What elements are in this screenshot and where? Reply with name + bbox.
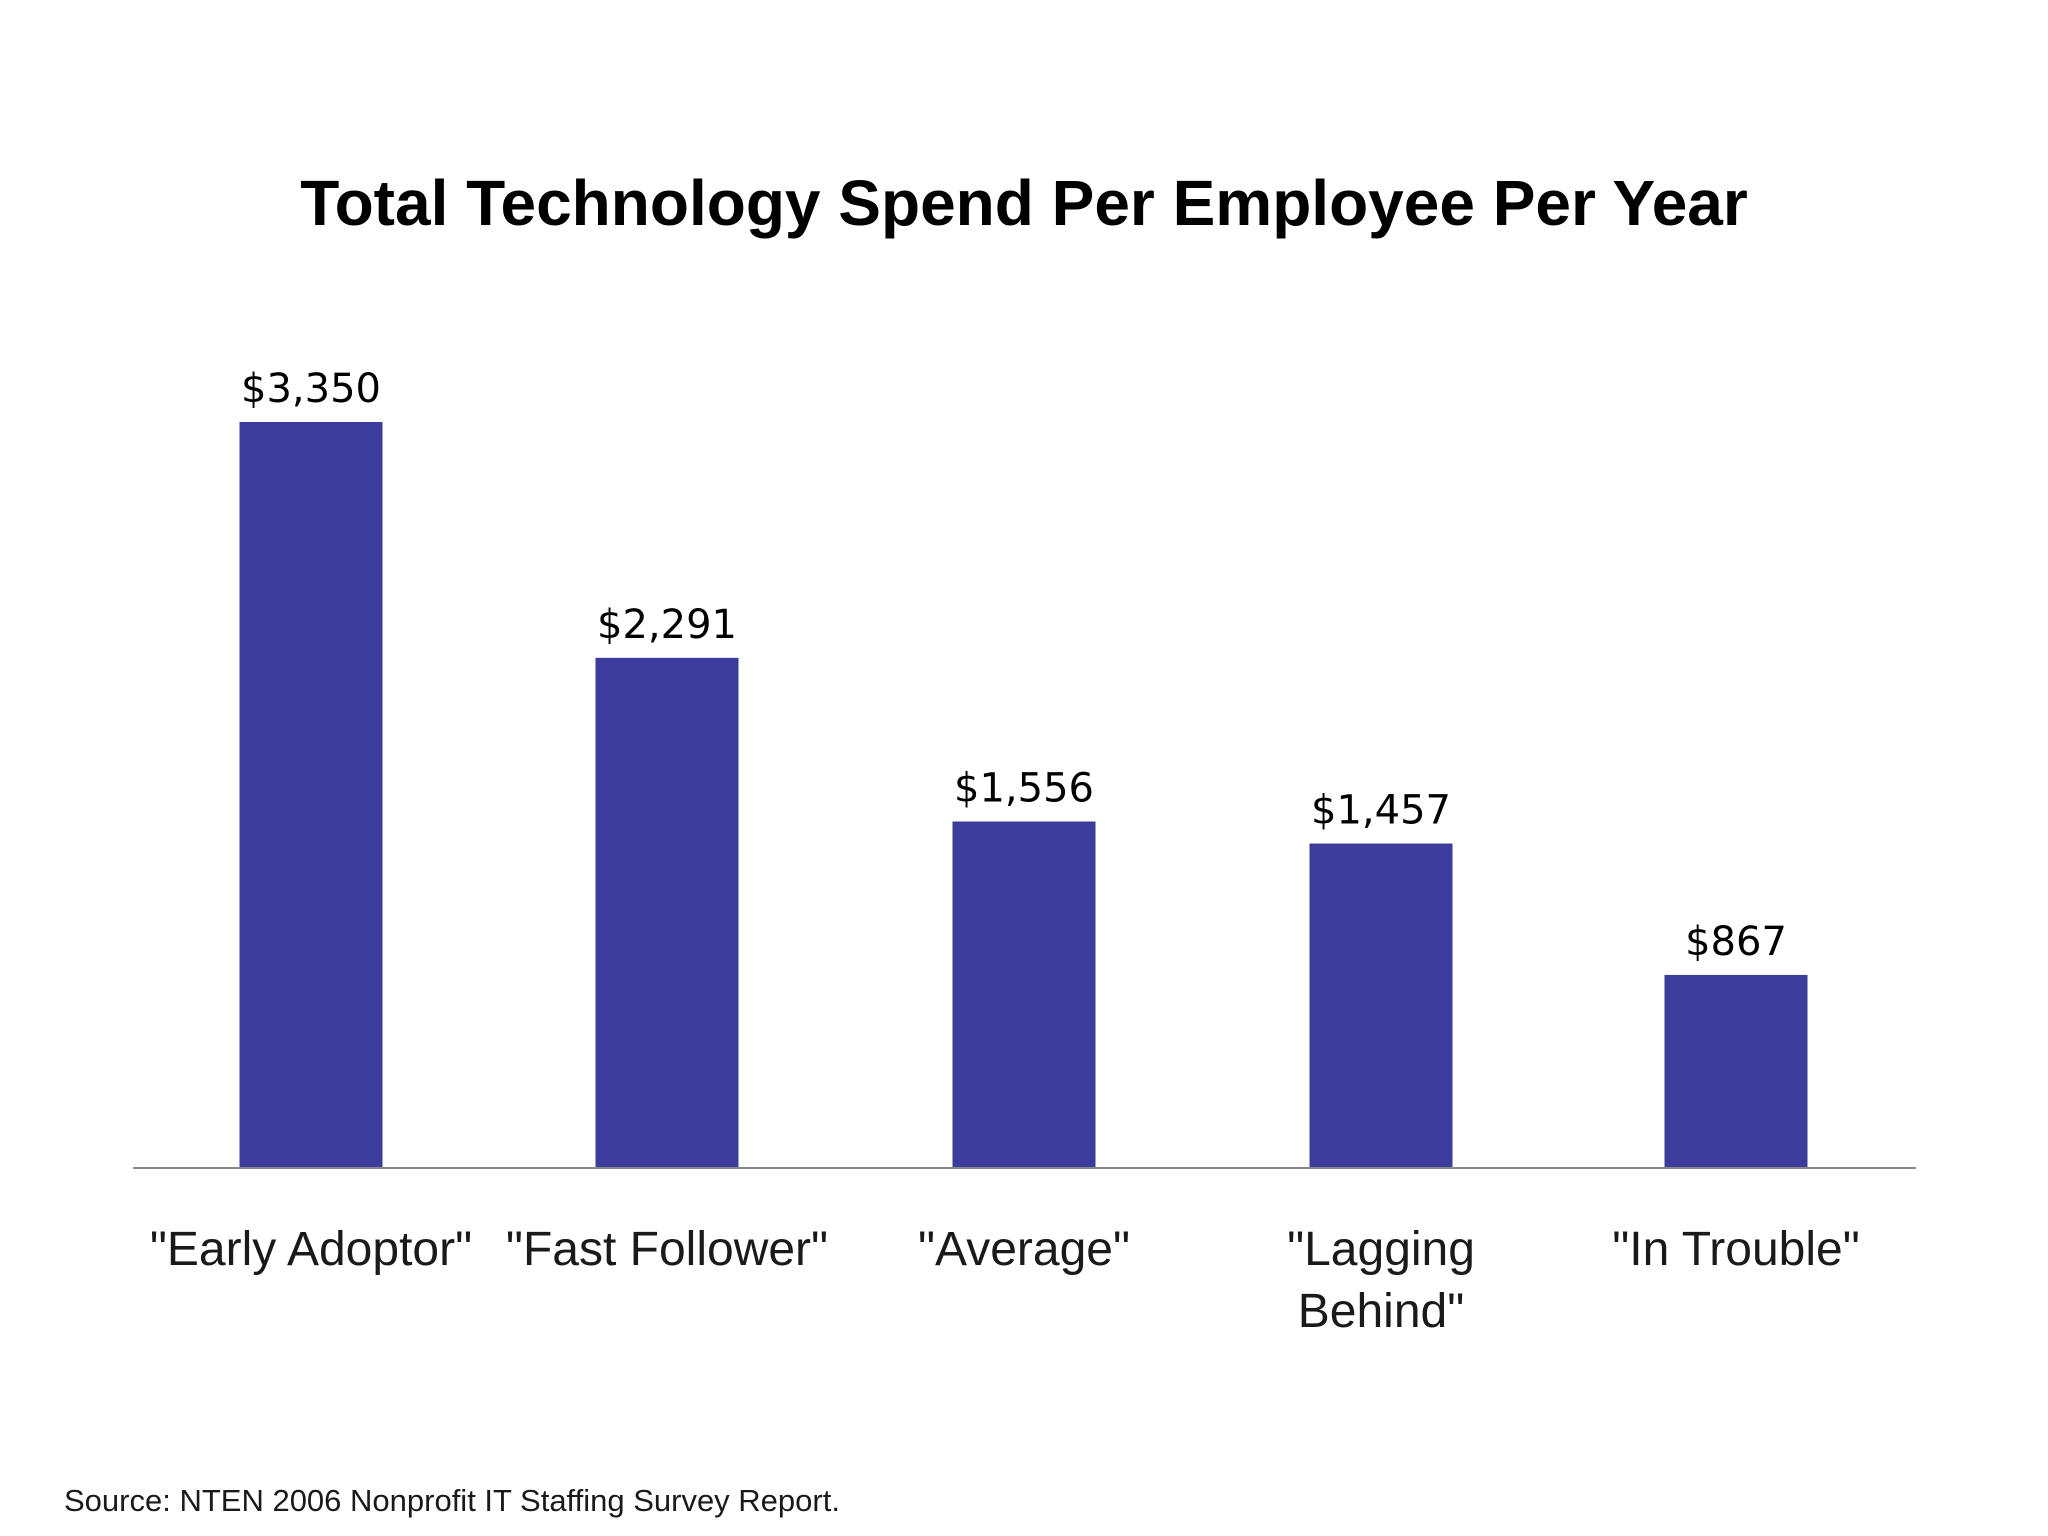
bars bbox=[239, 422, 1808, 1168]
category-label-line: Behind" bbox=[1298, 1285, 1465, 1338]
bar-1 bbox=[239, 422, 383, 1168]
category-label-line: "Lagging bbox=[1287, 1223, 1475, 1276]
value-label-3: $1,556 bbox=[954, 765, 1094, 811]
value-label-4: $1,457 bbox=[1311, 788, 1451, 834]
category-label-1: "Early Adoptor" bbox=[150, 1223, 472, 1276]
bar-5 bbox=[1664, 974, 1808, 1168]
category-label-2: "Fast Follower" bbox=[506, 1223, 828, 1276]
category-label-line: "Fast Follower" bbox=[506, 1223, 828, 1276]
category-label-line: "Early Adoptor" bbox=[150, 1223, 472, 1276]
bar-3 bbox=[952, 821, 1096, 1168]
chart-title: Total Technology Spend Per Employee Per … bbox=[300, 167, 1748, 239]
bar-4 bbox=[1309, 843, 1453, 1168]
bar-2 bbox=[595, 657, 739, 1168]
value-labels: $3,350 $2,291 $1,556 $1,457 $867 bbox=[241, 366, 1787, 965]
source-note: Source: NTEN 2006 Nonprofit IT Staffing … bbox=[64, 1483, 840, 1518]
category-labels: "Early Adoptor" "Fast Follower" "Average" "… bbox=[150, 1223, 1860, 1338]
value-label-1: $3,350 bbox=[241, 366, 381, 412]
category-label-line: "Average" bbox=[918, 1223, 1130, 1276]
value-label-5: $867 bbox=[1685, 919, 1787, 965]
category-label-line: "In Trouble" bbox=[1612, 1223, 1860, 1276]
category-label-4: "Lagging Behind" bbox=[1287, 1223, 1475, 1338]
category-label-3: "Average" bbox=[918, 1223, 1130, 1276]
value-label-2: $2,291 bbox=[597, 602, 737, 648]
category-label-5: "In Trouble" bbox=[1612, 1223, 1860, 1276]
